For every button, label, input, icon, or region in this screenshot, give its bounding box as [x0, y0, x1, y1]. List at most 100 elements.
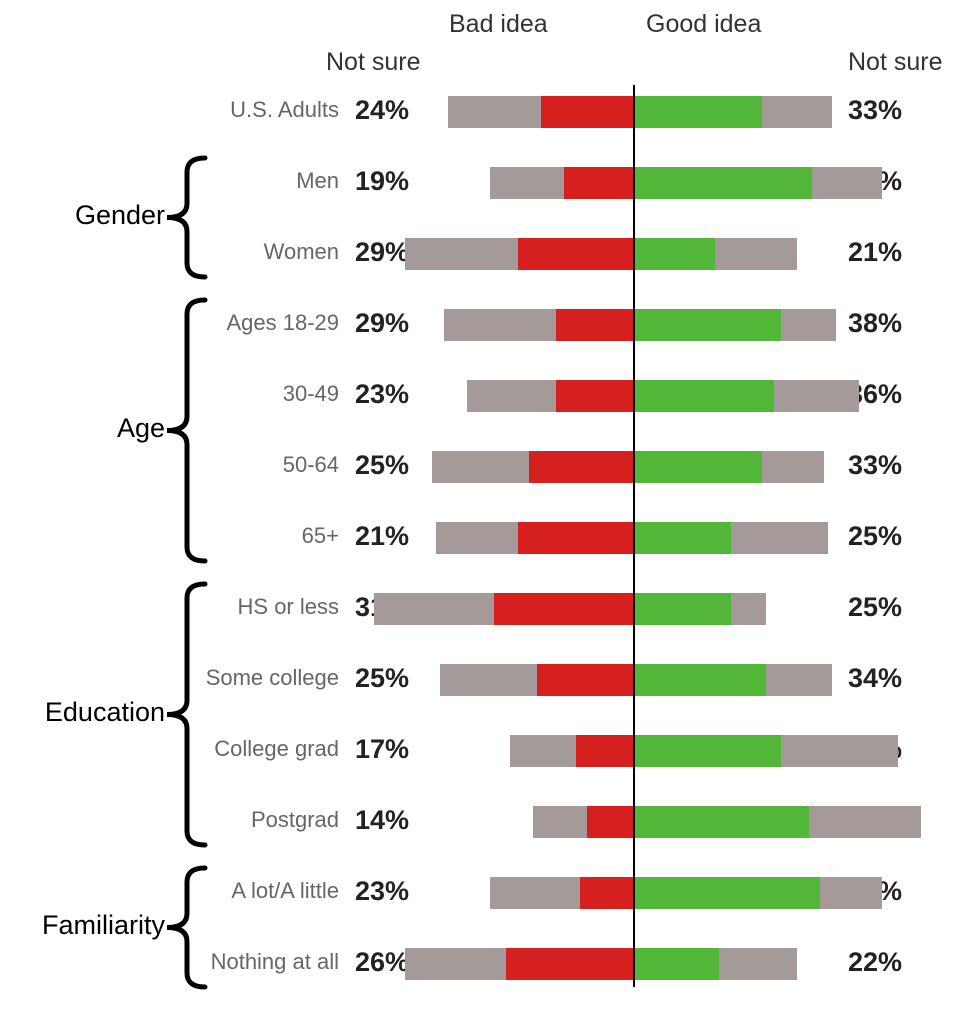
seg-bad-idea	[580, 877, 634, 909]
seg-good-idea	[634, 948, 719, 980]
seg-not-sure-right	[781, 309, 835, 341]
data-row: College grad17%38%	[0, 734, 969, 768]
group-label: Age	[117, 413, 165, 444]
seg-good-idea	[634, 167, 812, 199]
left-pct-label: 14%	[355, 805, 425, 836]
seg-bad-idea	[494, 593, 634, 625]
left-pct-label: 23%	[355, 379, 425, 410]
right-pct-label: 36%	[848, 379, 938, 410]
data-row: Women29%21%	[0, 237, 969, 271]
right-pct-label: 33%	[848, 95, 938, 126]
seg-not-sure-right	[731, 522, 828, 554]
row-label: Some college	[206, 665, 339, 691]
left-pct-label: 21%	[355, 521, 425, 552]
seg-bad-idea	[564, 167, 634, 199]
group-label: Gender	[75, 200, 165, 231]
right-pct-label: 22%	[848, 947, 938, 978]
right-pct-label: 33%	[848, 450, 938, 481]
right-pct-label: 21%	[848, 237, 938, 268]
group-label: Familiarity	[42, 910, 165, 941]
row-label: Postgrad	[251, 807, 339, 833]
seg-bad-idea	[529, 451, 634, 483]
left-pct-label: 29%	[355, 308, 425, 339]
right-pct-label: 25%	[848, 521, 938, 552]
row-label: 65+	[302, 523, 339, 549]
data-row: U.S. Adults24%33%	[0, 95, 969, 129]
seg-not-sure-right	[715, 238, 796, 270]
seg-bad-idea	[556, 380, 634, 412]
left-pct-label: 17%	[355, 734, 425, 765]
seg-not-sure-right	[820, 877, 882, 909]
seg-not-sure-left	[533, 806, 587, 838]
data-row: A lot/A little23%48%	[0, 876, 969, 910]
seg-good-idea	[634, 664, 766, 696]
seg-not-sure-right	[766, 664, 832, 696]
seg-not-sure-right	[809, 806, 922, 838]
seg-not-sure-right	[781, 735, 897, 767]
seg-good-idea	[634, 309, 781, 341]
seg-good-idea	[634, 96, 762, 128]
left-pct-label: 19%	[355, 166, 425, 197]
header-good-idea: Good idea	[646, 10, 761, 39]
diverging-bar-chart: Bad idea Good idea Not sure Not sure U.S…	[0, 0, 969, 1024]
seg-good-idea	[634, 877, 820, 909]
seg-bad-idea	[576, 735, 634, 767]
right-pct-label: 25%	[848, 592, 938, 623]
row-label: Men	[296, 168, 339, 194]
header-not-sure-right: Not sure	[848, 48, 942, 77]
seg-bad-idea	[506, 948, 634, 980]
data-row: 50-64 25% 33%	[0, 450, 969, 484]
left-pct-label: 23%	[355, 876, 425, 907]
seg-not-sure-left	[510, 735, 576, 767]
data-row: Nothing at all26%22%	[0, 947, 969, 981]
seg-good-idea	[634, 522, 731, 554]
data-row: HS or less31%25%	[0, 592, 969, 626]
row-label: A lot/A little	[231, 878, 339, 904]
center-divider-line	[633, 85, 635, 987]
header-top: Bad idea Good idea	[0, 10, 969, 50]
seg-not-sure-left	[444, 309, 557, 341]
seg-not-sure-right	[731, 593, 766, 625]
seg-not-sure-left	[467, 380, 556, 412]
header-bad-idea: Bad idea	[449, 10, 548, 39]
seg-good-idea	[634, 380, 774, 412]
data-row: Postgrad14%45%	[0, 805, 969, 839]
header-not-sure-left: Not sure	[326, 48, 420, 77]
seg-good-idea	[634, 806, 809, 838]
seg-bad-idea	[556, 309, 634, 341]
right-pct-label: 38%	[848, 308, 938, 339]
seg-not-sure-left	[432, 451, 529, 483]
seg-not-sure-left	[440, 664, 537, 696]
data-row: Men19%46%	[0, 166, 969, 200]
seg-not-sure-left	[374, 593, 494, 625]
data-row: 65+ 21% 25%	[0, 521, 969, 555]
seg-good-idea	[634, 238, 715, 270]
row-label: 30-49	[283, 381, 339, 407]
seg-not-sure-right	[762, 451, 824, 483]
row-label: 50-64	[283, 452, 339, 478]
header-bottom: Not sure Not sure	[0, 48, 969, 88]
seg-good-idea	[634, 593, 731, 625]
data-row: Some college25%34%	[0, 663, 969, 697]
seg-bad-idea	[518, 238, 634, 270]
seg-not-sure-right	[719, 948, 797, 980]
seg-not-sure-left	[490, 877, 579, 909]
row-label: U.S. Adults	[230, 97, 339, 123]
seg-bad-idea	[518, 522, 634, 554]
seg-bad-idea	[587, 806, 634, 838]
seg-not-sure-left	[436, 522, 517, 554]
seg-not-sure-left	[405, 948, 506, 980]
row-label: College grad	[214, 736, 339, 762]
right-pct-label: 34%	[848, 663, 938, 694]
row-label: Nothing at all	[211, 949, 339, 975]
left-pct-label: 25%	[355, 450, 425, 481]
seg-bad-idea	[537, 664, 634, 696]
seg-not-sure-right	[774, 380, 859, 412]
seg-not-sure-left	[448, 96, 541, 128]
seg-bad-idea	[541, 96, 634, 128]
row-label: HS or less	[238, 594, 339, 620]
data-row: Ages 18-2929%38%	[0, 308, 969, 342]
row-label: Women	[264, 239, 339, 265]
seg-not-sure-right	[812, 167, 882, 199]
seg-good-idea	[634, 451, 762, 483]
